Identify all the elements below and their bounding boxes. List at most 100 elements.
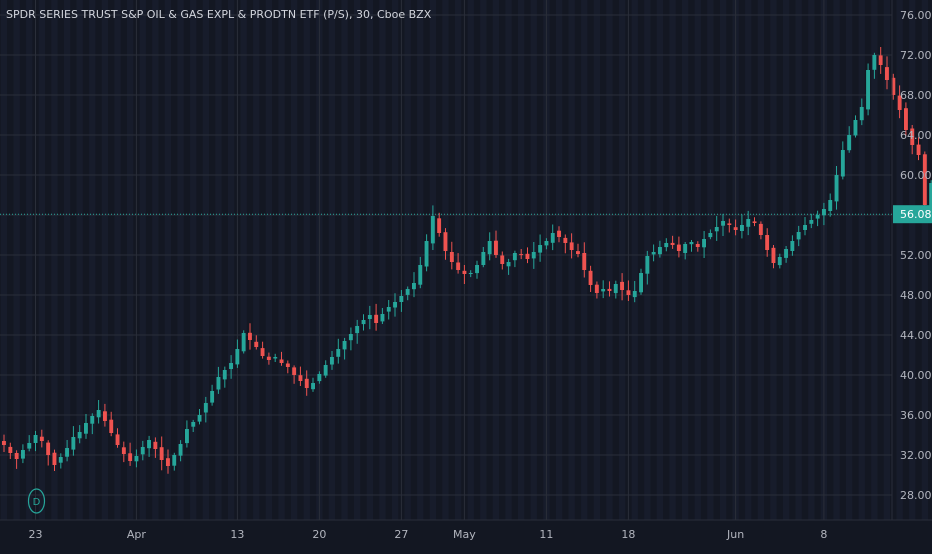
candle-body xyxy=(859,107,864,121)
session-band xyxy=(127,0,134,520)
candle-body xyxy=(752,221,757,223)
candle-body xyxy=(916,144,921,155)
candle-body xyxy=(834,175,839,202)
candle-body xyxy=(822,209,826,216)
candle-body xyxy=(405,289,410,295)
session-band xyxy=(909,0,916,520)
session-band xyxy=(656,0,664,520)
x-tick-label: 20 xyxy=(312,528,326,541)
candle-body xyxy=(840,150,845,177)
candle-body xyxy=(103,411,107,421)
y-tick-label: 60.00 xyxy=(900,169,932,182)
candle-body xyxy=(2,441,6,445)
candle-body xyxy=(134,456,139,462)
y-tick-label: 40.00 xyxy=(900,369,932,382)
session-band xyxy=(202,0,209,520)
session-band xyxy=(265,0,272,520)
x-tick-label: 8 xyxy=(820,528,827,541)
candle-body xyxy=(166,458,170,466)
x-tick-label: 23 xyxy=(29,528,43,541)
candle-body xyxy=(714,227,719,232)
session-band xyxy=(442,0,449,520)
session-band xyxy=(278,0,285,520)
candle-body xyxy=(557,230,561,237)
dividend-marker[interactable]: D xyxy=(27,488,46,514)
candle-body xyxy=(178,444,183,456)
chart-title: SPDR SERIES TRUST S&P OIL & GAS EXPL & P… xyxy=(6,8,432,21)
candle-body xyxy=(904,108,908,130)
candle-body xyxy=(506,262,511,267)
session-band xyxy=(89,0,96,520)
candle-body xyxy=(494,240,498,255)
candle-body xyxy=(292,367,297,375)
x-tick-label: 11 xyxy=(539,528,553,541)
candle-body xyxy=(412,283,416,290)
candle-body xyxy=(796,232,801,240)
candle-body xyxy=(197,415,202,422)
session-band xyxy=(568,0,575,520)
session-band xyxy=(871,0,878,520)
session-band xyxy=(139,0,146,520)
y-tick-label: 68.00 xyxy=(900,89,932,102)
candle-body xyxy=(77,432,82,439)
candle-body xyxy=(65,448,69,457)
session-band xyxy=(404,0,411,520)
session-band xyxy=(757,0,764,520)
dividend-marker-ring xyxy=(27,488,46,514)
candle-body xyxy=(588,270,593,285)
candle-body xyxy=(330,357,334,365)
session-band xyxy=(669,0,676,520)
candle-body xyxy=(481,252,486,265)
candle-body xyxy=(544,241,549,246)
last-price-line: 56.08 xyxy=(0,205,932,224)
candle-body xyxy=(727,223,732,225)
candle-body xyxy=(96,410,101,418)
candle-body xyxy=(84,423,88,434)
candle-body xyxy=(361,320,366,325)
session-band xyxy=(114,0,121,520)
candle-body xyxy=(229,363,233,369)
candle-body xyxy=(8,446,13,453)
session-band xyxy=(164,0,172,520)
candle-body xyxy=(777,257,782,266)
candle-body xyxy=(639,273,643,293)
candle-body xyxy=(538,245,543,253)
y-tick-label: 32.00 xyxy=(900,449,932,462)
candle-body xyxy=(33,435,38,443)
session-band xyxy=(391,0,399,520)
session-band xyxy=(429,0,436,520)
candle-body xyxy=(645,256,650,274)
y-tick-label: 64.00 xyxy=(900,129,932,142)
candle-body xyxy=(468,273,473,274)
candle-body xyxy=(607,288,612,291)
candle-body xyxy=(500,255,505,264)
candle-body xyxy=(279,359,284,363)
candle-body xyxy=(342,341,347,350)
session-band xyxy=(858,0,865,520)
candle-body xyxy=(374,314,379,323)
candle-body xyxy=(418,265,423,285)
price-axis[interactable]: 28.0032.0036.0040.0044.0048.0052.0056.00… xyxy=(900,9,932,502)
last-price-badge xyxy=(893,205,932,224)
session-band xyxy=(152,0,159,520)
session-band xyxy=(13,0,20,520)
time-axis[interactable]: 23 Apr 13 20 27 May 11 18 Jun 8 xyxy=(29,528,828,541)
candle-body xyxy=(355,326,360,334)
candle-body xyxy=(872,55,877,70)
candle-body xyxy=(348,334,353,341)
candle-body xyxy=(475,265,479,274)
candle-body xyxy=(658,247,662,255)
candle-body xyxy=(721,221,725,226)
candle-body xyxy=(853,120,858,136)
candle-body xyxy=(803,225,807,230)
candle-body xyxy=(27,443,32,449)
session-band xyxy=(467,0,474,520)
session-band xyxy=(101,0,109,520)
session-band xyxy=(328,0,336,520)
candle-body xyxy=(689,242,694,245)
x-tick-label: 27 xyxy=(394,528,408,541)
session-band xyxy=(631,0,638,520)
candle-body xyxy=(153,441,158,449)
